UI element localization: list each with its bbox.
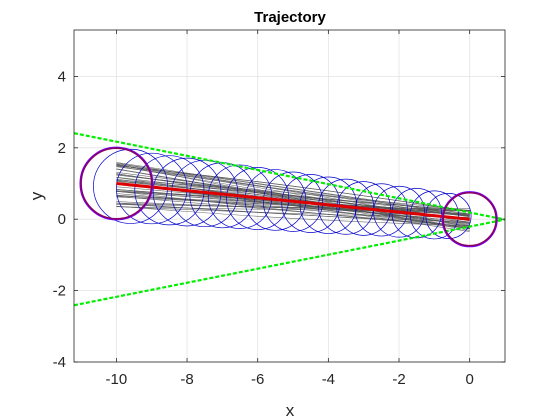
x-tick-label: -2	[392, 371, 405, 388]
x-tick-label: -6	[251, 371, 264, 388]
cone-boundary-line	[74, 132, 505, 221]
x-tick-label: -8	[180, 371, 193, 388]
uncertainty-circle	[152, 157, 222, 227]
mean-trajectory-line	[116, 182, 470, 221]
sample-trajectory-line	[116, 205, 470, 227]
chart-title: Trajectory	[254, 9, 326, 26]
y-tick-label: 0	[58, 211, 66, 228]
uncertainty-circle	[244, 169, 307, 231]
y-tick-label: 2	[58, 140, 66, 157]
x-tick-label: 0	[466, 371, 474, 388]
sample-trajectory-line	[116, 174, 470, 212]
uncertainty-circle	[299, 176, 357, 234]
y-tick-label: -4	[53, 354, 66, 371]
sample-trajectory-line	[116, 165, 470, 212]
uncertainty-circle	[373, 185, 425, 238]
uncertainty-circle	[336, 181, 391, 236]
uncertainty-circle	[207, 164, 273, 229]
y-tick-labels: -4 -2 0 2 4	[53, 68, 66, 371]
uncertainty-circle	[409, 190, 459, 240]
x-tick-label: -10	[106, 371, 128, 388]
uncertainty-circle	[134, 155, 205, 226]
x-axis-label: x	[286, 401, 295, 420]
tick-marks	[74, 30, 505, 363]
uncertainty-circle	[116, 152, 188, 225]
sample-trajectory-line	[116, 164, 470, 228]
uncertainty-circle	[263, 171, 324, 232]
x-tick-label: -4	[322, 371, 335, 388]
end-circle	[442, 191, 497, 247]
uncertainty-circle	[318, 178, 374, 235]
x-tick-labels: -10 -8 -6 -4 -2 0	[106, 371, 474, 388]
uncertainty-circle	[226, 167, 290, 230]
y-axis-label: y	[27, 191, 46, 200]
uncertainty-circle	[281, 174, 341, 233]
y-tick-label: 4	[58, 68, 66, 85]
uncertainty-circle	[93, 148, 168, 224]
end-circle-outer	[441, 191, 498, 248]
start-circle-outer	[79, 146, 154, 221]
cone-boundary-line	[74, 218, 505, 307]
y-tick-label: -2	[53, 283, 66, 300]
axes-box	[73, 29, 506, 363]
sample-trajectory-line	[116, 162, 470, 215]
uncertainty-circle	[354, 183, 408, 237]
sample-trajectory-line	[116, 196, 470, 228]
plot-content	[74, 132, 505, 307]
start-circle	[80, 147, 153, 220]
